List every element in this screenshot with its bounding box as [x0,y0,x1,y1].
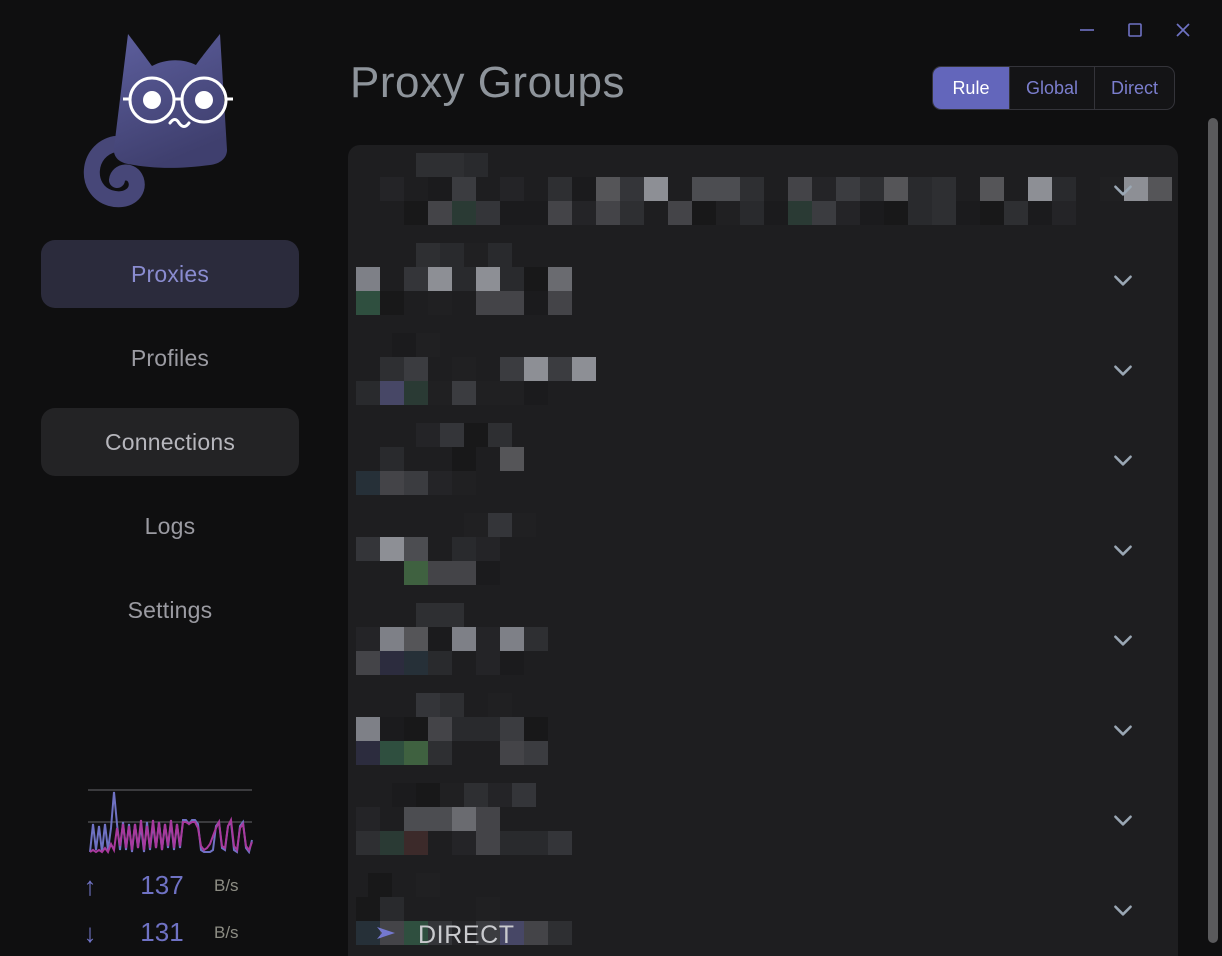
redacted-group-content [356,693,548,765]
send-arrow-icon [374,923,400,948]
page-title: Proxy Groups [350,58,625,107]
mode-button-label: Direct [1110,77,1158,98]
upload-rate-value: 137 [140,870,184,900]
maximize-icon[interactable] [1114,10,1156,50]
mode-button-label: Global [1025,77,1078,98]
traffic-widget: ↑ 137 B/s ↓ 131 B/s [0,784,340,948]
proxy-groups-list: DIRECT [348,145,1178,956]
download-rate-value: 131 [140,917,184,947]
sidebar-item-logs[interactable]: Logs [41,492,299,560]
redacted-group-content [356,783,572,855]
sidebar-item-label: Settings [127,596,213,623]
upload-arrow-icon: ↑ [83,870,97,901]
redacted-group-content [356,243,572,315]
chevron-down-icon[interactable] [1110,267,1136,293]
sidebar-item-proxies[interactable]: Proxies [41,240,299,308]
minimize-icon[interactable] [1066,10,1108,50]
redacted-group-content [356,333,596,405]
proxy-group-row[interactable] [348,145,1178,235]
close-icon[interactable] [1162,10,1204,50]
redacted-group-content [356,513,536,585]
upload-rate-row: ↑ 137 B/s [70,870,270,901]
window-controls [1066,10,1204,50]
proxy-group-row[interactable] [348,865,1178,955]
proxy-group-row[interactable] [348,235,1178,325]
scrollbar-thumb[interactable] [1208,118,1218,943]
download-arrow-icon: ↓ [83,917,97,948]
proxy-group-row[interactable] [348,325,1178,415]
chevron-down-icon[interactable] [1110,807,1136,833]
chevron-down-icon[interactable] [1110,627,1136,653]
redacted-group-content [356,423,524,495]
sidebar-item-label: Profiles [130,344,210,371]
mode-button-rule[interactable]: Rule [932,67,1009,109]
proxy-group-row[interactable] [348,595,1178,685]
sidebar-nav: Proxies Profiles Connections Logs Settin… [0,240,340,660]
download-rate-row: ↓ 131 B/s [70,917,270,948]
sidebar-item-settings[interactable]: Settings [41,576,299,644]
chevron-down-icon[interactable] [1110,717,1136,743]
chevron-down-icon[interactable] [1110,357,1136,383]
proxy-group-row[interactable] [348,415,1178,505]
proxy-mode-button-group: Rule Global Direct [931,66,1175,110]
traffic-sparkline-chart [88,789,253,854]
sidebar-item-label: Proxies [130,260,210,287]
download-rate-unit: B/s [214,922,239,942]
proxy-group-row[interactable] [348,775,1178,865]
proxy-group-row[interactable] [348,685,1178,775]
main-area: Proxy Groups Rule Global Direct DIRECT [340,0,1222,956]
sidebar-item-label: Logs [144,512,196,539]
redacted-group-content [356,603,548,675]
redacted-group-content [380,153,1172,225]
sidebar-item-connections[interactable]: Connections [41,408,299,476]
chevron-down-icon[interactable] [1110,177,1136,203]
upload-rate-unit: B/s [214,875,239,895]
mode-button-label: Rule [952,77,990,98]
proxy-group-row[interactable] [348,505,1178,595]
mode-button-global[interactable]: Global [1008,67,1094,109]
cat-logo-icon [83,34,233,208]
proxy-group-row-direct[interactable]: DIRECT [374,921,515,950]
chevron-down-icon[interactable] [1110,537,1136,563]
chevron-down-icon[interactable] [1110,447,1136,473]
chevron-down-icon[interactable] [1110,897,1136,923]
vertical-scrollbar[interactable] [1208,118,1218,943]
redacted-group-content [356,873,572,945]
proxy-group-label: DIRECT [418,921,515,949]
sidebar-item-profiles[interactable]: Profiles [41,324,299,392]
sidebar: Proxies Profiles Connections Logs Settin… [0,0,340,956]
sidebar-item-label: Connections [104,428,236,455]
mode-button-direct[interactable]: Direct [1093,67,1174,109]
app-logo [70,22,270,222]
